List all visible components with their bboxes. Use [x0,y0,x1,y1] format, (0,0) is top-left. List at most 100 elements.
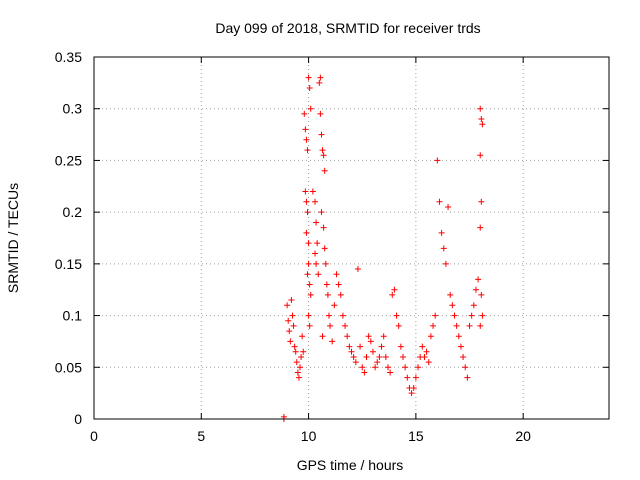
data-point [303,229,310,236]
data-point [318,131,325,138]
data-point [425,359,432,366]
data-point [466,322,473,329]
data-point [323,281,330,288]
x-axis-label: GPS time / hours [297,457,404,473]
data-point [315,271,322,278]
data-point [457,343,464,350]
data-point [297,364,303,371]
data-point [285,317,292,324]
data-point [434,157,441,164]
data-point [380,333,387,340]
y-axis-ticks: 0 0.05 0.1 0.15 0.2 0.25 0.3 0.35 [55,49,609,427]
data-point [357,343,364,350]
data-point [472,286,479,293]
data-point [432,312,439,319]
data-point [427,333,434,340]
data-point [302,126,309,133]
data-point [408,390,415,397]
data-point [300,348,307,355]
data-point [313,260,320,267]
data-point [337,291,344,298]
data-point [455,333,462,340]
data-point [306,85,313,92]
y-tick-label: 0.15 [55,256,82,272]
data-point [410,384,417,391]
data-point [319,333,326,340]
data-point [321,245,328,252]
data-point [342,322,349,329]
data-point [293,359,300,366]
data-point [367,338,374,345]
data-point [352,359,359,366]
data-point [290,322,297,329]
data-point [319,147,326,154]
data-point [304,209,311,216]
data-point [477,322,484,329]
data-point [288,297,295,304]
data-point [335,281,342,288]
data-point [395,322,402,329]
data-point [294,369,301,376]
data-point [382,353,389,360]
data-point [478,291,485,298]
data-point [468,312,475,319]
data-point [430,322,437,329]
data-point [317,110,324,117]
y-tick-label: 0.25 [55,152,82,168]
data-point [295,374,302,381]
data-point [361,369,368,376]
data-point [365,333,372,340]
data-point [397,343,404,350]
data-point [292,348,299,355]
x-tick-label: 15 [408,428,424,444]
data-point [329,338,336,345]
data-point [322,260,329,267]
data-point [374,359,381,366]
data-point [350,353,357,360]
data-point [289,312,296,319]
data-point [436,198,443,205]
data-point [477,152,484,159]
data-point [312,250,319,257]
x-tick-label: 10 [301,428,317,444]
x-axis-ticks: 0 5 10 15 20 [90,57,531,444]
data-point [391,286,398,293]
data-point [320,224,327,231]
data-point [317,74,324,81]
data-point [475,276,482,283]
data-point [402,364,409,371]
data-point [389,291,396,298]
data-point [421,353,428,360]
data-point [324,291,331,298]
data-point [354,266,361,273]
data-point [331,302,338,309]
data-point [477,224,484,231]
data-point [460,353,467,360]
data-point [307,291,314,298]
data-point [305,74,312,81]
data-point [304,271,311,278]
x-tick-label: 5 [197,428,205,444]
data-point [339,312,346,319]
data-point [479,312,486,319]
data-point [307,105,314,112]
data-point [346,343,353,350]
data-point [313,219,320,226]
data-point [464,374,471,381]
data-point [449,302,456,309]
data-point [305,240,312,247]
data-point [384,364,391,371]
data-point [372,364,379,371]
data-point [344,333,351,340]
x-tick-label: 20 [515,428,531,444]
data-point [400,353,406,360]
data-point [305,312,312,319]
data-point [291,343,298,350]
data-point [348,348,355,355]
data-points [280,74,486,422]
data-point [359,364,366,371]
data-point [299,333,306,340]
data-point [306,281,313,288]
y-tick-label: 0.1 [63,308,83,324]
